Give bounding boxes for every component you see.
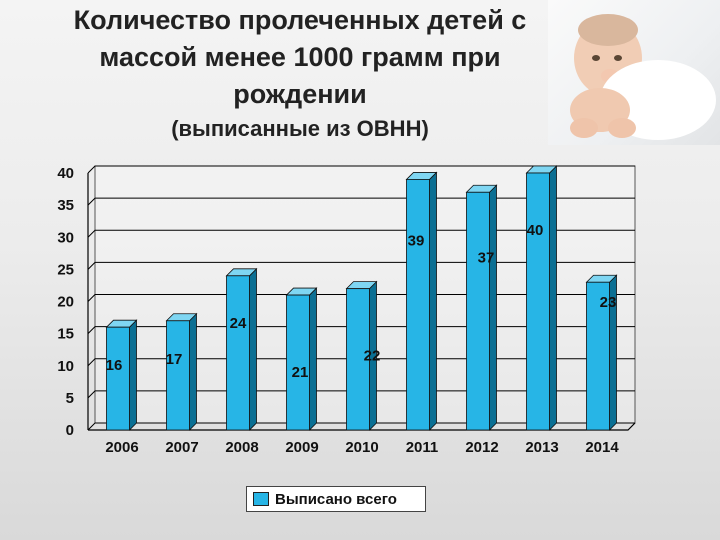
- y-tick-label: 10: [57, 358, 74, 375]
- y-tick-label: 30: [57, 229, 74, 246]
- chart-legend: Выписано всего: [246, 486, 426, 512]
- data-label: 37: [478, 249, 495, 266]
- data-label: 23: [600, 294, 617, 311]
- x-tick-label: 2009: [285, 439, 318, 456]
- bar: [225, 267, 258, 431]
- gridline: [87, 229, 635, 238]
- gridline: [87, 197, 635, 206]
- bar-side: [429, 171, 437, 431]
- bar-side: [549, 165, 557, 431]
- x-tick-label: 2007: [165, 439, 198, 456]
- bar-front: [106, 326, 130, 431]
- x-tick-label: 2008: [225, 439, 258, 456]
- bar-front: [286, 294, 310, 431]
- gridline: [87, 358, 635, 367]
- data-labels: 16 17 24 21 22 39 37 40 23: [106, 222, 617, 381]
- bar-front: [406, 179, 430, 431]
- bar: [525, 165, 558, 431]
- x-tick-label: 2012: [465, 439, 498, 456]
- gridline: [87, 165, 635, 174]
- y-tick-label: 35: [57, 197, 74, 214]
- x-axis-ticks: 2006 2007 2008 2009 2010 2011 2012 2013 2014: [105, 439, 619, 456]
- chart-title: Количество пролеченных детей с массой ме…: [73, 5, 527, 109]
- bar-front: [166, 320, 190, 431]
- x-tick-label: 2013: [525, 439, 558, 456]
- bar-series: [105, 165, 618, 431]
- bar-side: [249, 267, 257, 431]
- bar-front: [466, 191, 490, 431]
- y-tick-label: 5: [66, 390, 74, 407]
- bar: [465, 184, 498, 431]
- y-axis-ticks: 0 5 10 15 20 25 30 35 40: [57, 165, 74, 439]
- bar-front: [226, 275, 250, 431]
- x-tick-label: 2011: [406, 439, 439, 456]
- data-label: 16: [106, 357, 123, 374]
- baby-photo: [548, 0, 720, 145]
- bar-side: [489, 184, 497, 431]
- bar: [405, 171, 438, 431]
- y-tick-label: 40: [57, 165, 74, 182]
- bar-side: [129, 319, 137, 431]
- x-tick-label: 2006: [105, 439, 138, 456]
- gridline: [87, 326, 635, 334]
- y-tick-label: 25: [57, 261, 74, 278]
- data-label: 22: [364, 348, 381, 365]
- y-tick-label: 20: [57, 294, 74, 311]
- y-tick-label: 0: [66, 422, 74, 439]
- bar: [285, 287, 318, 431]
- legend-label: Выписано всего: [275, 490, 397, 508]
- bar-front: [526, 172, 550, 431]
- chart-subtitle: (выписанные из ОВНН): [171, 116, 429, 141]
- data-label: 39: [408, 232, 425, 249]
- bar-front: [586, 281, 610, 431]
- chart-grid: [87, 165, 635, 431]
- bar: [165, 312, 198, 431]
- bar: [105, 319, 138, 431]
- x-tick-label: 2014: [585, 439, 619, 456]
- x-tick-label: 2010: [345, 439, 378, 456]
- data-label: 40: [527, 222, 544, 239]
- data-label: 17: [166, 351, 183, 368]
- legend-swatch-icon: [253, 492, 269, 506]
- x-axis-line: [88, 422, 636, 431]
- data-label: 24: [230, 315, 247, 332]
- gridline: [87, 422, 635, 431]
- chart-axes: [87, 173, 636, 431]
- bar-side: [309, 287, 317, 431]
- gridline: [87, 261, 635, 270]
- y-tick-label: 15: [57, 326, 74, 343]
- bar: [585, 274, 618, 431]
- data-label: 21: [292, 364, 309, 381]
- bar-front: [346, 288, 370, 431]
- gridline: [87, 294, 635, 302]
- gridline: [87, 390, 635, 399]
- bar: [345, 280, 378, 431]
- bar-side: [189, 312, 197, 431]
